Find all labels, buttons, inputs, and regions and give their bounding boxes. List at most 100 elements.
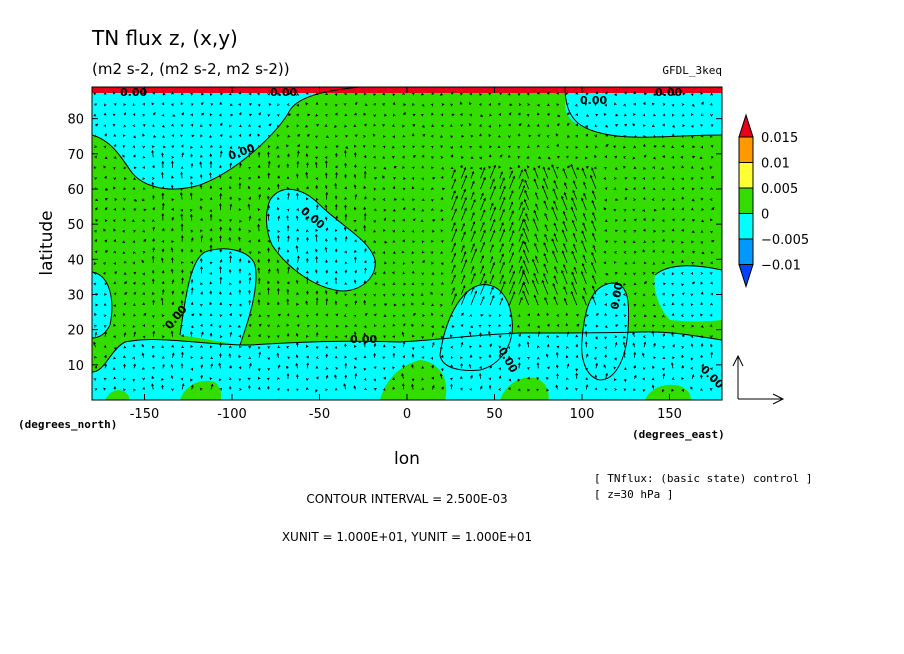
x-tick-label: -50 [309,407,330,422]
flux-arrowhead [305,387,309,391]
flux-arrowhead [315,146,319,150]
flux-arrow [571,197,578,211]
flux-arrowhead [104,207,108,210]
flux-arrow [564,298,568,306]
flux-arrowhead [392,185,396,189]
flux-arrowhead [534,233,538,237]
flux-arrowhead [431,331,435,335]
flux-arrowhead [421,323,425,327]
flux-arrowhead [393,177,397,180]
flux-arrowhead [690,314,694,318]
flux-arrowhead [143,238,147,242]
flux-arrowhead [363,135,367,138]
flux-arrow [229,204,232,211]
flux-arrowhead [218,325,222,329]
flux-arrowhead [546,91,550,95]
flux-arrowhead [344,304,348,307]
flux-arrowhead [94,134,98,138]
flux-arrowhead [453,274,456,278]
flux-arrowhead [633,166,637,170]
flux-arrowhead [122,134,126,138]
flux-arrowhead [267,247,270,251]
flux-arrow [543,264,549,274]
flux-arrowhead [450,146,453,150]
flux-arrowhead [258,323,262,327]
flux-arrowhead [422,314,426,318]
flux-arrowhead [681,249,685,253]
flux-arrowhead [502,261,505,265]
flux-arrowhead [482,167,486,171]
flux-arrowhead [363,332,367,336]
flux-arrowhead [296,187,300,191]
flux-arrowhead [690,135,694,139]
flux-arrowhead [690,386,693,390]
flux-arrowhead [257,386,261,390]
flux-arrow [563,264,568,274]
flux-arrowhead [411,186,415,190]
flux-arrowhead [190,261,194,265]
flux-arrowhead [603,207,607,210]
flux-arrowhead [277,376,280,380]
flux-arrowhead [229,282,232,286]
flux-arrowhead [565,146,569,150]
flux-arrowhead [113,143,117,147]
flux-arrowhead [614,272,618,275]
flux-arrowhead [522,227,526,231]
flux-arrowhead [623,314,627,318]
flux-arrowhead [382,134,386,138]
flux-arrowhead [132,103,136,107]
flux-arrowhead [373,272,377,275]
flux-arrowhead [605,240,609,243]
flux-arrowhead [229,365,232,369]
flux-arrowhead [373,335,377,339]
flux-arrow [151,384,154,390]
flux-arrowhead [488,154,492,158]
flux-arrowhead [142,124,146,127]
flux-arrow [470,181,475,190]
flux-arrowhead [363,165,367,169]
flux-arrowhead [200,331,204,335]
flux-arrowhead [363,367,367,371]
flux-arrowhead [93,282,97,286]
flux-arrowhead [652,187,656,191]
flux-arrowhead [412,113,416,117]
flux-arrowhead [151,314,155,318]
flux-arrowhead [228,291,232,295]
flux-arrowhead [541,279,545,283]
flux-arrowhead [286,365,289,369]
flux-arrowhead [691,230,695,233]
flux-arrowhead [662,333,666,337]
flux-arrowhead [363,224,367,228]
flux-arrowhead [276,133,280,137]
flux-arrowhead [556,345,560,349]
flux-arrowhead [411,353,415,357]
flux-arrowhead [238,207,242,211]
flux-arrowhead [604,198,607,202]
flux-arrowhead [161,160,165,164]
flux-arrowhead [709,388,713,391]
flux-arrowhead [219,218,222,222]
colorbar-segment [738,238,754,265]
flux-arrowhead [471,191,475,195]
flux-arrowhead [671,272,675,276]
flux-arrowhead [113,323,116,327]
flux-arrowhead [642,303,646,307]
flux-arrowhead [286,298,290,302]
x-axis: -150 -100 -50 0 50 100 150 [130,87,682,422]
flux-arrowhead [681,228,684,232]
flux-arrowhead [353,249,357,253]
flux-arrowhead [132,356,135,360]
flux-arrowhead [537,134,541,138]
flux-arrowhead [430,145,434,149]
flux-arrowhead [523,218,526,222]
flux-arrowhead [315,356,319,359]
flux-arrowhead [238,111,242,116]
flux-arrow [460,189,466,200]
flux-arrowhead [469,345,473,349]
flux-arrowhead [113,356,116,360]
flux-arrowhead [643,101,646,105]
flux-arrowhead [171,216,175,220]
flux-arrowhead [662,187,666,191]
flux-arrow [509,170,513,179]
flux-arrowhead [524,168,527,172]
